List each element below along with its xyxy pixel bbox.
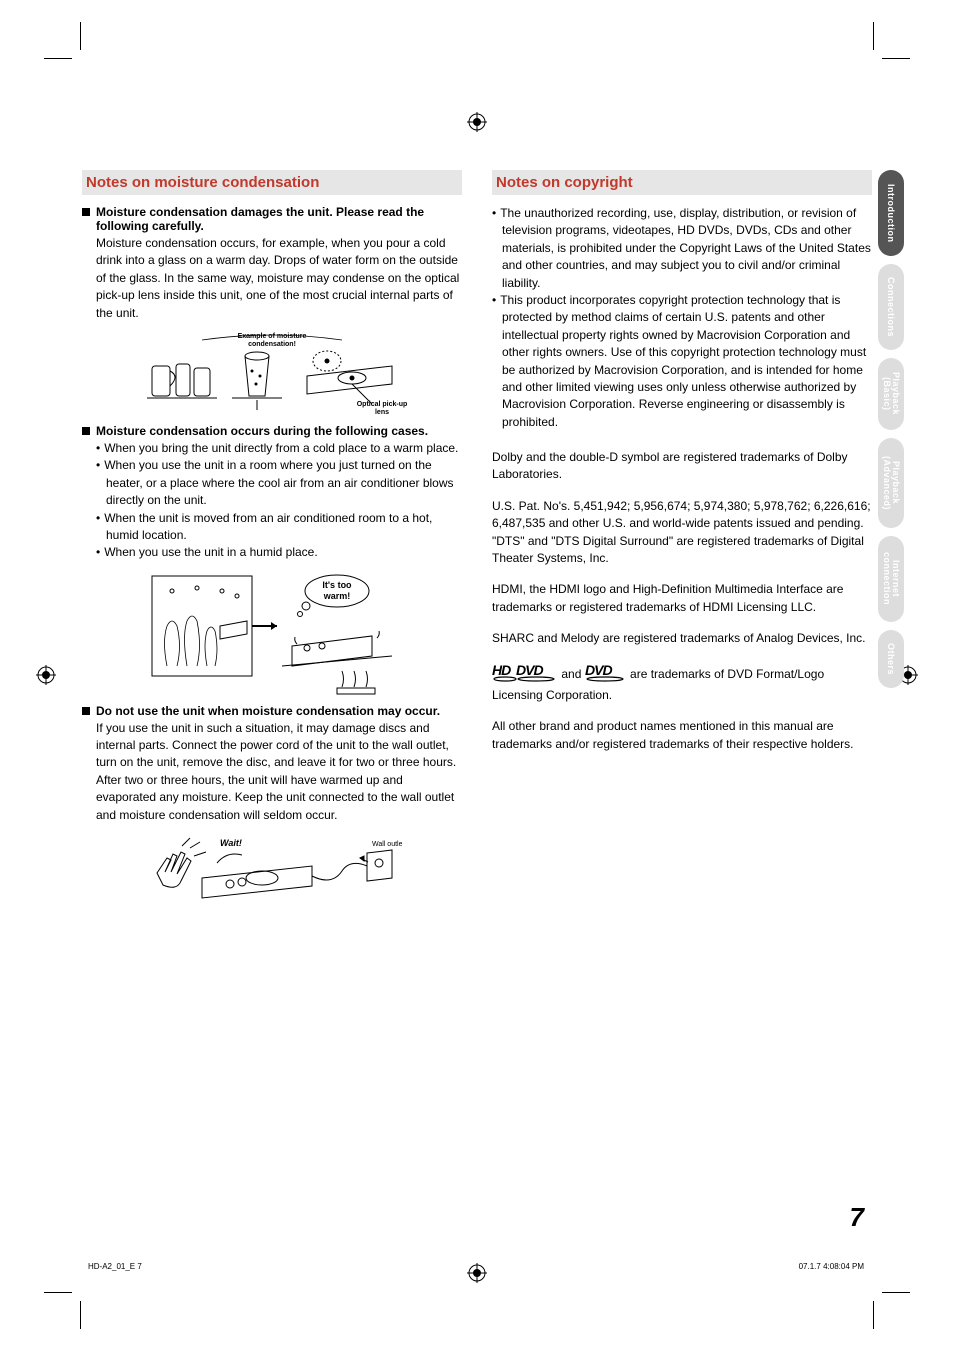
registration-mark-icon [467,1263,487,1283]
registration-mark-icon [467,112,487,132]
bullet-list: When you bring the unit directly from a … [96,440,462,562]
bullet-item: This product incorporates copyright prot… [492,292,872,431]
text-mid: and [561,666,584,680]
crop-mark [882,1292,910,1293]
illus-caption: Wall outlet [372,841,402,848]
block-title: Do not use the unit when moisture conden… [82,704,462,718]
tab-introduction[interactable]: Introduction [878,170,904,256]
svg-text:DVD: DVD [585,662,612,678]
tab-label: Connections [886,277,896,337]
body-paragraph: HDMI, the HDMI logo and High-Definition … [492,581,872,616]
illus-caption: warm! [323,591,351,601]
hddvd-logo-icon: HD DVD [492,662,558,687]
illus-caption: It's too [322,580,352,590]
tab-internet-connection[interactable]: Internet connection [878,536,904,622]
tab-others[interactable]: Others [878,630,904,688]
tab-connections[interactable]: Connections [878,264,904,350]
crop-mark [80,1301,81,1329]
svg-text:DVD: DVD [516,662,543,678]
illus-caption: lens [375,409,389,416]
footer-right: 07.1.7 4:08:04 PM [799,1262,864,1271]
tab-playback-advanced[interactable]: Playback (Advanced) [878,438,904,528]
registration-mark-icon [36,665,56,685]
crop-mark [873,1301,874,1329]
crop-mark [80,22,81,50]
crop-mark [873,22,874,50]
tab-label: Playback (Advanced) [882,450,900,516]
body-paragraph: Dolby and the double-D symbol are regist… [492,449,872,484]
illustration-too-warm: It's too warm! [82,566,462,696]
right-column: Notes on copyright The unauthorized reco… [492,170,872,912]
tab-label: Introduction [886,184,896,243]
illus-caption: Example of moisture [238,333,307,340]
bullet-item: When you bring the unit directly from a … [96,440,462,457]
body-paragraph: Moisture condensation occurs, for exampl… [96,235,462,322]
tab-playback-basic[interactable]: Playback (Basic) [878,358,904,430]
tab-label: Others [886,643,896,675]
page-number: 7 [850,1202,864,1233]
illustration-wait: Wait! [82,828,462,908]
crop-mark [44,1292,72,1293]
bullet-item: When you use the unit in a room where yo… [96,457,462,509]
block-title: Moisture condensation damages the unit. … [82,205,462,233]
body-paragraph: All other brand and product names mentio… [492,718,872,753]
body-paragraph: If you use the unit in such a situation,… [96,720,462,824]
body-paragraph-logos: HD DVD and DVD are trademarks of DVD For… [492,662,872,705]
side-tabs: Introduction Connections Playback (Basic… [878,170,904,696]
illus-caption: condensation! [248,341,296,348]
tab-label: Internet connection [882,548,900,610]
left-column: Notes on moisture condensation Moisture … [82,170,462,912]
block-title: Moisture condensation occurs during the … [82,424,462,438]
bullet-item: When you use the unit in a humid place. [96,544,462,561]
bullet-list: The unauthorized recording, use, display… [492,205,872,431]
illus-caption: Optical pick-up [357,401,408,408]
crop-mark [882,58,910,59]
illustration-condensation: Example of moisture condensation! [82,326,462,416]
dvd-logo-icon: DVD [585,662,627,687]
section-heading-moisture: Notes on moisture condensation [82,170,462,195]
tab-label: Playback (Basic) [882,370,900,418]
body-paragraph: U.S. Pat. No's. 5,451,942; 5,956,674; 5,… [492,498,872,568]
svg-text:HD: HD [492,662,511,678]
page-content: Notes on moisture condensation Moisture … [82,170,872,912]
bullet-item: The unauthorized recording, use, display… [492,205,872,292]
illus-caption: Wait! [220,838,242,848]
footer-left: HD-A2_01_E 7 [88,1262,142,1271]
section-heading-copyright: Notes on copyright [492,170,872,195]
body-paragraph: SHARC and Melody are registered trademar… [492,630,872,647]
bullet-item: When the unit is moved from an air condi… [96,510,462,545]
crop-mark [44,58,72,59]
